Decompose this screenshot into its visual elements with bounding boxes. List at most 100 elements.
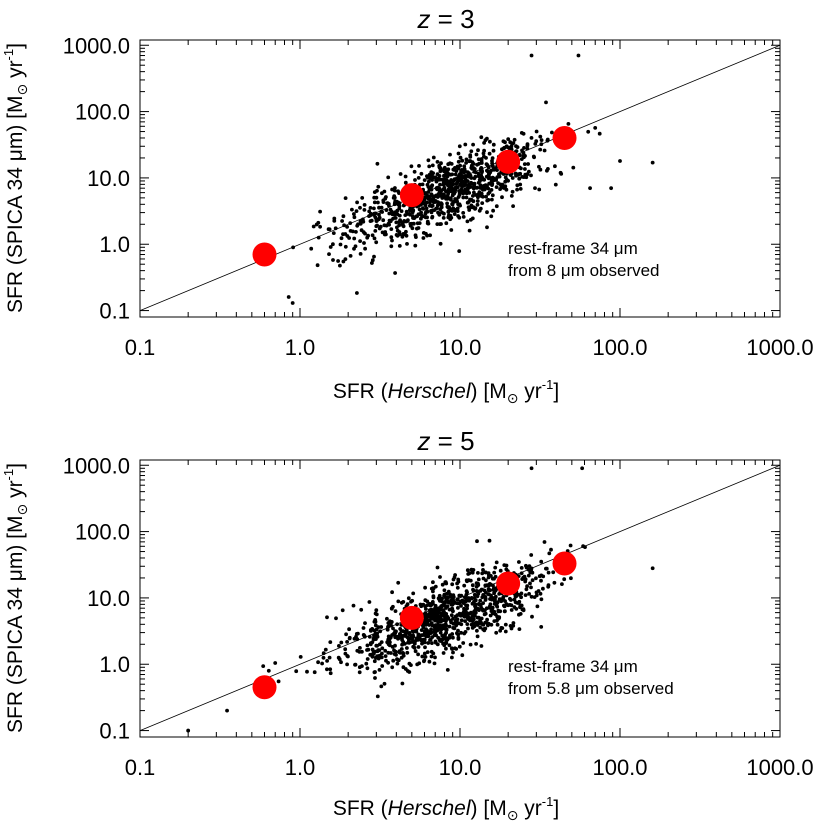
scatter-point	[529, 173, 533, 178]
scatter-point	[529, 594, 534, 599]
scatter-point	[410, 208, 415, 213]
scatter-point	[374, 240, 379, 245]
scatter-point	[358, 239, 362, 244]
scatter-point	[460, 158, 465, 163]
scatter-point	[393, 186, 397, 190]
scatter-point	[362, 203, 367, 207]
scatter-point	[546, 570, 551, 575]
scatter-point	[398, 627, 403, 631]
scatter-point	[430, 617, 435, 621]
scatter-point	[445, 201, 449, 206]
scatter-point	[479, 167, 484, 172]
x-tick-label: 1000.0	[746, 335, 813, 360]
scatter-point	[520, 148, 524, 153]
median-marker	[552, 125, 577, 150]
scatter-point	[459, 604, 463, 608]
scatter-point	[501, 595, 506, 599]
scatter-point	[506, 178, 510, 183]
scatter-point	[321, 651, 326, 656]
scatter-point	[439, 627, 443, 632]
scatter-point	[390, 633, 394, 637]
scatter-point	[474, 642, 478, 646]
scatter-point	[360, 664, 364, 668]
scatter-point	[495, 614, 500, 619]
scatter-point	[311, 224, 316, 229]
scatter-point	[430, 172, 434, 177]
scatter-point	[393, 271, 397, 275]
scatter-point	[358, 205, 362, 210]
scatter-point	[532, 155, 536, 160]
scatter-point	[534, 590, 539, 595]
scatter-point	[519, 166, 523, 171]
scatter-point	[428, 603, 433, 608]
scatter-point	[365, 657, 370, 661]
scatter-point	[341, 214, 346, 219]
scatter-point	[343, 647, 348, 652]
scatter-point	[444, 646, 448, 651]
scatter-point	[437, 607, 442, 611]
scatter-point	[527, 169, 531, 174]
scatter-point	[462, 167, 467, 172]
scatter-point	[476, 171, 481, 176]
scatter-point	[479, 175, 484, 180]
scatter-point	[487, 172, 491, 176]
scatter-point	[376, 625, 381, 629]
scatter-point	[416, 637, 421, 642]
scatter-point	[451, 635, 455, 640]
scatter-point	[376, 656, 381, 661]
scatter-point	[441, 216, 446, 220]
scatter-point	[420, 182, 425, 187]
scatter-point	[370, 233, 375, 238]
scatter-point	[465, 622, 470, 626]
scatter-point	[479, 161, 484, 165]
scatter-point	[467, 191, 472, 195]
scatter-point	[457, 644, 462, 649]
scatter-point	[321, 655, 326, 660]
scatter-point	[461, 601, 466, 605]
scatter-point	[453, 172, 458, 177]
scatter-point	[447, 607, 452, 612]
scatter-point	[417, 164, 421, 168]
scatter-point	[370, 261, 374, 265]
scatter-point	[424, 206, 429, 211]
scatter-point	[372, 254, 376, 259]
scatter-point	[435, 565, 440, 570]
scatter-point	[389, 218, 393, 223]
scatter-point	[460, 176, 464, 180]
scatter-point	[537, 187, 542, 192]
scatter-point	[394, 233, 399, 237]
scatter-point	[315, 263, 320, 268]
scatter-point	[490, 197, 494, 202]
scatter-point	[530, 578, 535, 583]
scatter-point	[522, 162, 527, 167]
scatter-point	[451, 178, 456, 183]
scatter-point	[404, 233, 409, 238]
scatter-point-outlier	[609, 186, 614, 191]
scatter-point	[437, 164, 442, 169]
scatter-point	[453, 646, 457, 651]
scatter-point	[450, 582, 455, 587]
scatter-point	[437, 597, 441, 601]
scatter-point	[401, 232, 406, 236]
scatter-point	[439, 161, 443, 166]
scatter-point	[487, 583, 492, 588]
scatter-point	[347, 636, 352, 641]
scatter-point	[506, 137, 511, 142]
scatter-point	[498, 568, 503, 573]
scatter-point	[465, 219, 470, 224]
scatter-point	[491, 148, 496, 153]
scatter-point	[411, 629, 416, 634]
scatter-point	[362, 208, 367, 212]
scatter-point	[298, 655, 303, 659]
scatter-point	[373, 649, 377, 654]
scatter-point	[451, 191, 455, 196]
scatter-point	[348, 254, 353, 258]
plot-frame	[139, 459, 781, 738]
scatter-point	[476, 157, 481, 162]
scatter-point	[375, 223, 379, 228]
scatter-point	[389, 235, 394, 240]
median-marker	[399, 183, 424, 208]
scatter-point	[517, 560, 521, 564]
scatter-point	[394, 199, 399, 204]
scatter-point	[393, 211, 398, 216]
